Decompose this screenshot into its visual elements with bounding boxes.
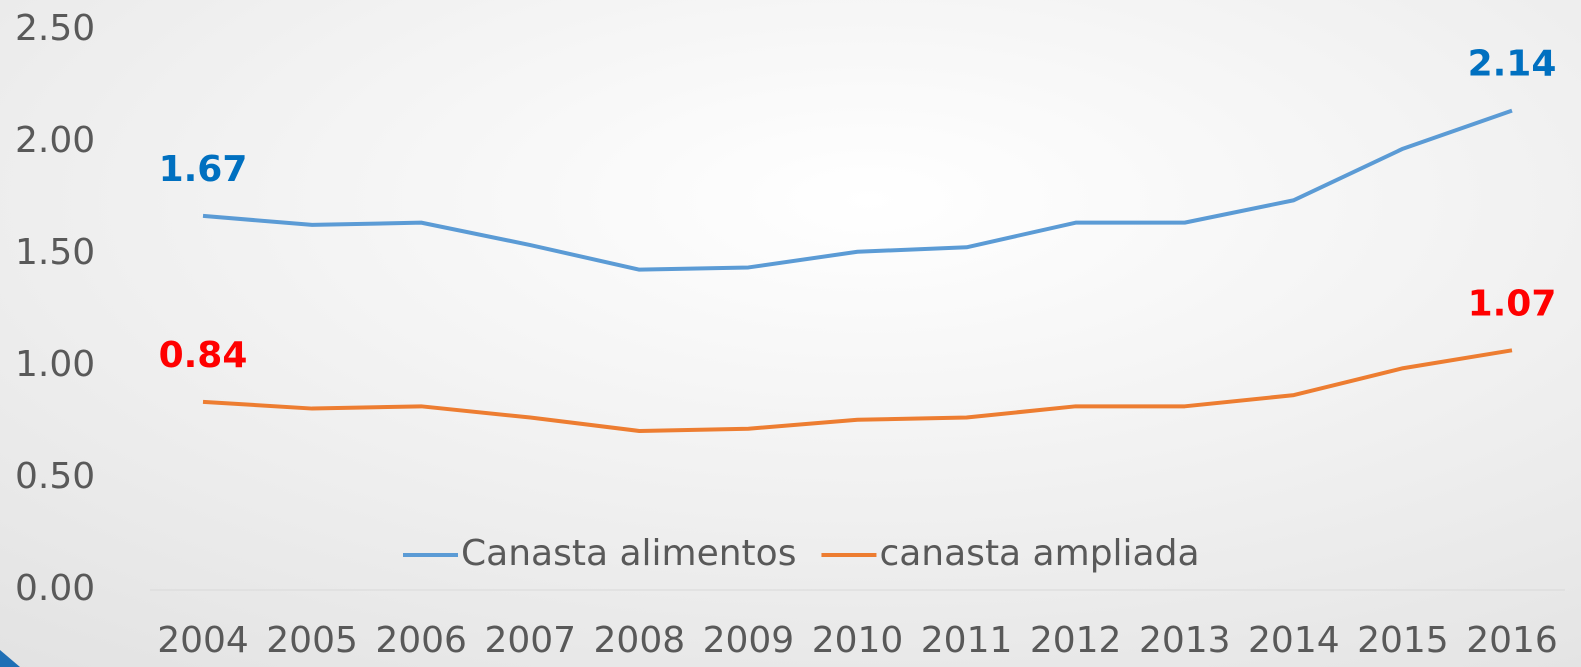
x-tick-label: 2015 [1357,620,1449,661]
x-tick-label: 2014 [1248,620,1340,661]
y-tick-label: 0.00 [15,568,95,609]
x-tick-label: 2016 [1466,620,1558,661]
y-tick-label: 0.50 [15,456,95,497]
y-tick-label: 2.50 [15,8,95,49]
x-tick-label: 2008 [594,620,686,661]
y-tick-label: 1.00 [15,344,95,385]
data-label: 1.67 [159,149,248,190]
y-tick-label: 2.00 [15,120,95,161]
x-tick-label: 2011 [921,620,1013,661]
x-tick-label: 2004 [157,620,249,661]
legend-label: Canasta alimentos [461,533,796,574]
data-label: 1.07 [1468,283,1557,324]
corner-decoration [0,650,20,667]
x-tick-label: 2005 [266,620,358,661]
data-label: 2.14 [1468,44,1557,85]
x-tick-label: 2007 [484,620,576,661]
x-tick-label: 2013 [1139,620,1231,661]
x-tick-label: 2012 [1030,620,1122,661]
data-label: 0.84 [159,335,248,376]
x-tick-label: 2006 [375,620,467,661]
series-line [202,348,1513,433]
series-line [202,108,1513,272]
y-tick-label: 1.50 [15,232,95,273]
x-tick-label: 2009 [703,620,795,661]
legend-label: canasta ampliada [879,533,1199,574]
x-tick-label: 2010 [812,620,904,661]
